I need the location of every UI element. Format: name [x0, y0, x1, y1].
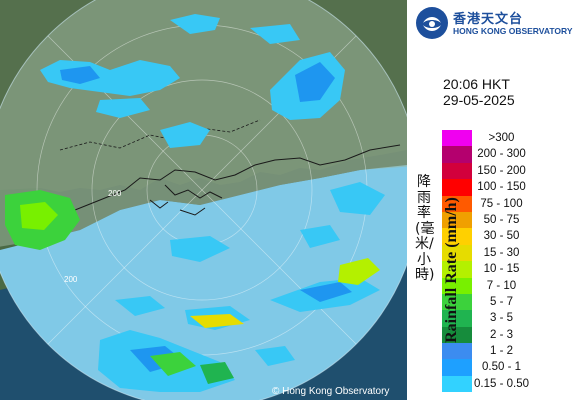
rain-echo: [170, 14, 220, 34]
legend-label: 1 - 2: [489, 345, 513, 358]
legend-row: 1 - 2: [442, 343, 572, 360]
logo-name-chinese: 香港天文台: [453, 12, 524, 27]
timestamp-time: 20:06 HKT: [443, 76, 510, 92]
legend-swatch: [442, 293, 472, 311]
legend-label: >300: [488, 132, 515, 144]
legend-label: 2 - 3: [489, 328, 513, 341]
coastline: [9, 144, 401, 221]
legend-swatch: [442, 130, 472, 147]
rain-echo: [330, 182, 385, 215]
legend-swatch: [442, 162, 472, 180]
legend-row: 150 - 200: [442, 162, 572, 180]
legend-row: 5 - 7: [442, 293, 572, 311]
legend-label: 0.15 - 0.50: [474, 377, 529, 390]
rain-echo: [115, 296, 165, 316]
rain-echo: [160, 122, 210, 148]
legend-swatch: [442, 310, 472, 327]
rain-echo: [300, 282, 352, 302]
legend-label: 75 - 100: [480, 197, 523, 210]
legend-swatch: [442, 343, 472, 360]
timestamp-date: 29-05-2025: [443, 92, 515, 108]
legend-title-english: Rainfall Rate (mm/h): [443, 197, 460, 343]
legend-label: 0.50 - 1: [482, 361, 521, 374]
legend-swatch: [442, 359, 472, 376]
legend-row: 200 - 300: [442, 146, 572, 163]
rain-echo: [200, 362, 234, 384]
rain-echo: [338, 258, 380, 285]
hko-logo-icon: [416, 7, 448, 39]
rain-echo: [190, 314, 244, 328]
rain-echo: [295, 62, 335, 102]
legend-row: 7 - 10: [442, 277, 572, 294]
radar-map: 200 200 © Hong Kong Observatory: [0, 0, 407, 400]
legend-swatch: [442, 179, 472, 196]
legend-swatch: [442, 211, 472, 229]
legend-row: 100 - 150: [442, 179, 572, 196]
range-line-sw: [43, 189, 203, 349]
legend-row: 0.15 - 0.50: [442, 375, 572, 393]
legend-swatch: [442, 326, 472, 344]
copyright-notice: © Hong Kong Observatory: [272, 386, 389, 397]
hko-logo: 香港天文台 HONG KONG OBSERVATORY: [415, 6, 573, 40]
legend-label: 200 - 300: [477, 148, 526, 161]
rain-echo: [170, 236, 230, 262]
logo-name-english: HONG KONG OBSERVATORY: [453, 26, 573, 36]
legend-label: 7 - 10: [486, 279, 517, 292]
legend-panel: 香港天文台 HONG KONG OBSERVATORY 20:06 HKT 29…: [407, 0, 577, 400]
legend-row: 3 - 5: [442, 310, 572, 327]
legend-swatch: [442, 146, 472, 163]
rain-echo: [20, 202, 58, 230]
legend-label: 100 - 150: [477, 181, 526, 194]
legend-label: 3 - 5: [489, 312, 513, 325]
legend-row: 2 - 3: [442, 326, 572, 344]
legend-row: 10 - 15: [442, 261, 572, 278]
legend-swatch: [442, 277, 472, 294]
legend-label: 15 - 30: [483, 246, 520, 259]
legend-label: 10 - 15: [483, 263, 520, 276]
legend-swatch: [442, 228, 472, 245]
legend-swatch: [442, 375, 472, 393]
legend-label: 30 - 50: [483, 230, 520, 243]
coastline-islands: [149, 184, 223, 216]
rain-echo: [60, 66, 100, 84]
legend-row: 50 - 75: [442, 211, 572, 229]
range-line-se: [201, 189, 361, 349]
range-label: 200: [108, 189, 122, 198]
legend-label: 150 - 200: [477, 164, 526, 177]
legend-row: 15 - 30: [442, 244, 572, 262]
legend-row: 30 - 50: [442, 228, 572, 245]
rain-echo: [250, 24, 300, 44]
legend-swatch: [442, 261, 472, 278]
legend-row: 75 - 100: [442, 195, 572, 212]
rainfall-legend: >300 200 - 300 150 - 200 100 - 150 75 - 100 5…: [442, 130, 572, 393]
rain-echo: [300, 225, 340, 248]
range-ring-2: [91, 79, 313, 301]
rain-echo: [150, 352, 196, 376]
legend-row: >300: [442, 130, 572, 147]
legend-label: 50 - 75: [483, 213, 520, 226]
rain-echo: [255, 346, 295, 366]
border-line: [59, 119, 261, 151]
legend-label: 5 - 7: [489, 295, 513, 308]
legend-row: 0.50 - 1: [442, 359, 572, 376]
rain-echo: [96, 98, 150, 118]
radar-coverage-land: [0, 0, 407, 250]
range-label: 200: [64, 275, 78, 284]
legend-title-chinese: 降雨率(毫米/小時): [415, 174, 435, 283]
legend-swatch: [442, 195, 472, 212]
legend-swatch: [442, 244, 472, 262]
